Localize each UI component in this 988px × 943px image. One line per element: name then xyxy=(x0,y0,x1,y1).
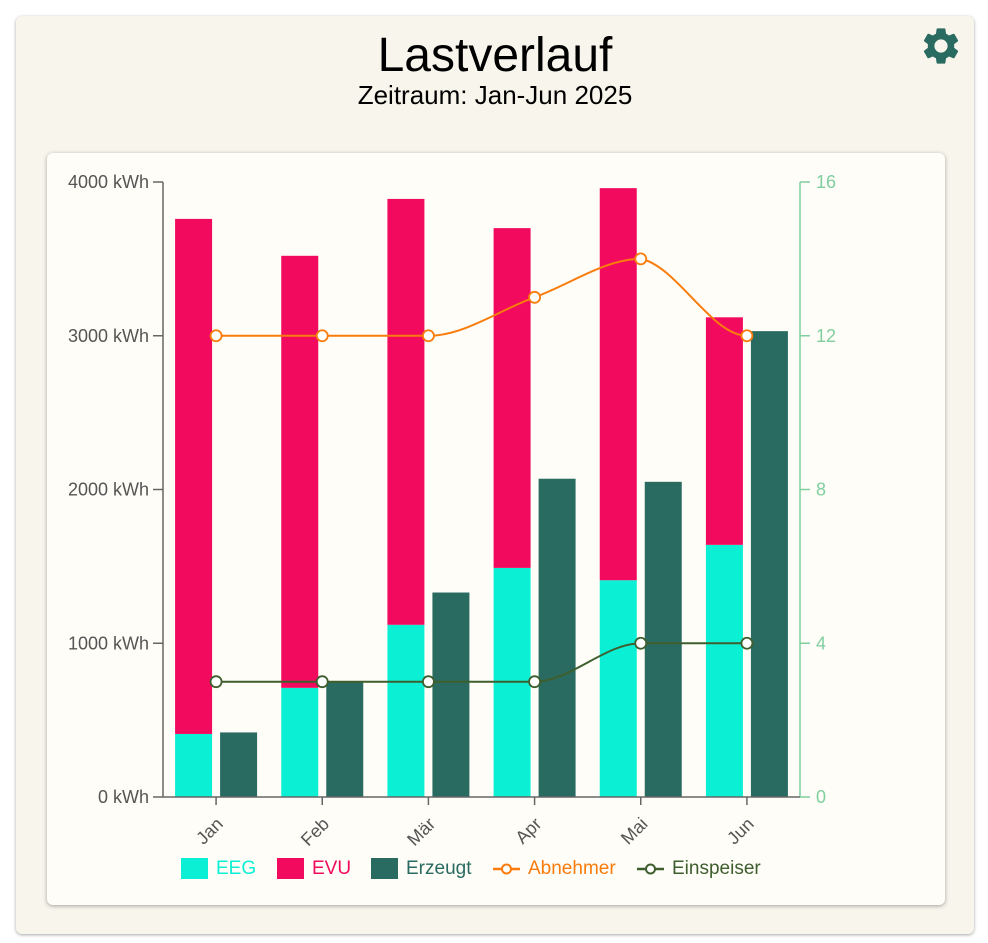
y-right-tick-label: 16 xyxy=(816,172,836,192)
point-einspeiser xyxy=(634,636,648,650)
point-einspeiser xyxy=(209,675,223,689)
bar-evu xyxy=(281,255,319,688)
point-abnehmer xyxy=(634,252,648,266)
x-tick-label: Mär xyxy=(403,814,439,850)
bar-eeg xyxy=(599,580,637,797)
page-title: Lastverlauf xyxy=(377,29,613,82)
legend-label-erzeugt: Erzeugt xyxy=(406,858,472,879)
bar-erzeugt xyxy=(538,478,576,797)
legend-label-eeg: EEG xyxy=(216,858,256,879)
bar-evu xyxy=(493,228,531,568)
legend-label-evu: EVU xyxy=(312,858,351,879)
point-abnehmer xyxy=(315,329,329,343)
x-tick-label: Apr xyxy=(511,814,545,848)
bar-eeg xyxy=(281,687,319,797)
bar-erzeugt xyxy=(220,732,258,797)
point-abnehmer xyxy=(209,329,223,343)
point-einspeiser xyxy=(740,636,754,650)
y-right-tick-label: 0 xyxy=(816,787,826,807)
x-tick-label: Mai xyxy=(617,814,652,849)
point-einspeiser xyxy=(422,675,435,689)
point-einspeiser xyxy=(315,675,329,689)
legend-label-abnehmer: Abnehmer xyxy=(528,858,616,879)
bar-eeg xyxy=(705,544,743,797)
bar-eeg xyxy=(175,733,213,797)
bar-evu xyxy=(387,198,425,625)
bar-erzeugt xyxy=(432,592,470,797)
y-left-tick-label: 0 kWh xyxy=(98,787,149,807)
y-left-tick-label: 3000 kWh xyxy=(68,326,149,346)
y-right-tick-label: 4 xyxy=(816,633,826,653)
chart-panel: 0 kWh 1000 kWh 2000 kWh 3000 kWh 4000 kWh 0 4 8… xyxy=(47,153,945,905)
line-abnehmer xyxy=(216,257,747,337)
bar-eeg xyxy=(387,624,425,797)
x-tick-label: Jun xyxy=(723,814,758,849)
bar-evu xyxy=(599,188,637,581)
bar-evu xyxy=(705,317,743,545)
y-right-tick-label: 8 xyxy=(816,480,826,500)
legend-label-einspeiser: Einspeiser xyxy=(672,858,761,879)
legend-swatch-evu xyxy=(277,858,304,879)
legend-marker-abnehmer xyxy=(501,863,512,875)
point-abnehmer xyxy=(422,329,435,343)
line-einspeiser xyxy=(216,642,747,683)
point-einspeiser xyxy=(528,675,541,689)
point-abnehmer xyxy=(528,290,541,304)
bar-erzeugt xyxy=(644,481,682,797)
page-subtitle: Zeitraum: Jan-Jun 2025 xyxy=(357,80,633,110)
chart-svg: 0 kWh 1000 kWh 2000 kWh 3000 kWh 4000 kWh 0 4 8… xyxy=(68,172,836,879)
x-tick-label: Jan xyxy=(192,814,227,849)
legend-marker-einspeiser xyxy=(645,863,656,875)
bar-erzeugt xyxy=(750,331,788,797)
x-tick-label: Feb xyxy=(297,814,333,850)
y-left-tick-label: 2000 kWh xyxy=(68,480,149,500)
y-right-tick-label: 12 xyxy=(816,326,836,346)
bar-evu xyxy=(175,218,213,734)
bar-erzeugt xyxy=(326,681,364,797)
point-abnehmer xyxy=(740,329,754,343)
gear-icon[interactable] xyxy=(919,24,963,68)
legend-swatch-eeg xyxy=(181,858,208,879)
y-left-tick-label: 1000 kWh xyxy=(68,633,149,653)
y-left-tick-label: 4000 kWh xyxy=(68,172,149,192)
legend-swatch-erzeugt xyxy=(371,858,398,879)
